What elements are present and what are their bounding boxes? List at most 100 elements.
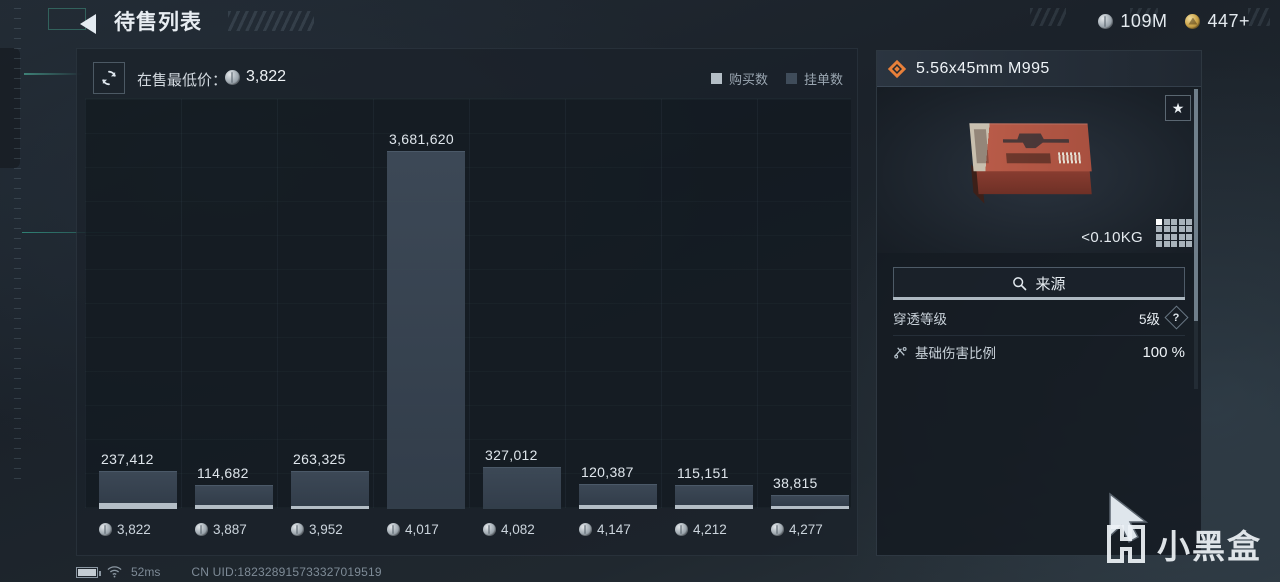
rail-tick (14, 438, 21, 439)
silver-coin-icon (771, 523, 784, 536)
chart-price-tick-label: 4,277 (789, 522, 823, 537)
left-decoration-rail (0, 0, 162, 582)
grid-cell (1178, 241, 1185, 247)
rail-tick (14, 298, 21, 299)
currency-silver[interactable]: 109M (1098, 11, 1167, 32)
grid-cell (1163, 226, 1170, 232)
back-button[interactable] (76, 12, 102, 36)
chart-bar-purchase-segment (195, 505, 273, 509)
damage-icon (894, 346, 907, 359)
chart-legend: 购买数 挂单数 (710, 69, 843, 88)
chart-price-tick-label: 4,212 (693, 522, 727, 537)
silver-amount: 109M (1120, 10, 1168, 31)
chart-bar-value-label: 120,387 (581, 464, 634, 480)
chart-bar-purchase-segment (771, 506, 849, 509)
help-button[interactable]: ? (1164, 305, 1189, 330)
item-image: ★ <0.10KG (877, 87, 1201, 253)
grid-cell (1186, 218, 1192, 225)
item-detail-panel: 5.56x45mm M995 ★ <0.10KG (876, 50, 1202, 556)
chart-bar-listing-segment (483, 467, 561, 509)
rail-tick (14, 428, 21, 429)
item-stats-body: 来源 穿透等级 5级 ? 基础伤害比例 (877, 267, 1201, 362)
refresh-icon (102, 70, 116, 86)
inventory-grid-icon (1156, 218, 1192, 247)
chart-bar[interactable]: 3,681,620 (387, 131, 465, 509)
chart-bar[interactable]: 120,387 (579, 464, 657, 509)
rail-tick (14, 218, 21, 219)
lowest-price-value: 3,822 (225, 68, 286, 86)
chart-bar[interactable]: 115,151 (675, 465, 753, 509)
status-bar: 52ms CN UID:182328915733327019519 (76, 565, 382, 579)
silver-coin-icon (291, 523, 304, 536)
grid-cell (1178, 218, 1185, 225)
rail-tick (14, 408, 21, 409)
chart-price-tick: 4,147 (579, 522, 657, 537)
chart-bar-listing-segment (195, 485, 273, 505)
ping-value: 52ms (131, 565, 161, 579)
currency-hatch-right (1248, 8, 1270, 26)
chart-price-tick-label: 4,017 (405, 522, 439, 537)
ammo-box-gun-graphic (1002, 133, 1069, 148)
rail-tick (14, 458, 21, 459)
legend-item-purchase[interactable]: 购买数 (710, 69, 768, 88)
rail-glow-line-2 (24, 73, 84, 75)
chart-price-tick: 4,017 (387, 522, 465, 537)
silver-coin-icon (1098, 13, 1114, 29)
currency-bar: 109M 447+ (1098, 8, 1250, 34)
chart-bar[interactable]: 38,815 (771, 475, 849, 509)
chart-price-tick: 4,082 (483, 522, 561, 537)
favorite-button[interactable]: ★ (1165, 95, 1191, 121)
chart-bar[interactable]: 327,012 (483, 447, 561, 509)
rail-tick (14, 188, 21, 189)
chart-bar-value-label: 327,012 (485, 447, 538, 463)
legend-item-listing[interactable]: 挂单数 (785, 69, 843, 88)
panel-scrollbar[interactable] (1194, 89, 1198, 389)
rail-blob (0, 48, 20, 168)
title-hatch-decoration (228, 11, 314, 31)
chart-bar[interactable]: 263,325 (291, 451, 369, 509)
stat-penetration-label: 穿透等级 (893, 311, 947, 327)
chart-bar[interactable]: 114,682 (195, 465, 273, 509)
rail-tick (14, 48, 21, 49)
grid-cell (1163, 218, 1170, 225)
silver-coin-icon (483, 523, 496, 536)
chart-price-tick: 3,822 (99, 522, 177, 537)
back-arrow-icon (80, 14, 96, 34)
chart-toolbar: 在售最低价： 3,822 购买数 挂单数 (77, 49, 857, 105)
chart-price-tick: 4,212 (675, 522, 753, 537)
rail-tick (14, 128, 21, 129)
rail-tick (14, 398, 21, 399)
chart-bar-purchase-segment (291, 506, 369, 509)
chart-bar[interactable]: 237,412 (99, 451, 177, 509)
uid-text: CN UID:182328915733327019519 (191, 565, 382, 579)
silver-coin-icon (195, 523, 208, 536)
rail-tick (14, 478, 21, 479)
grid-cell (1186, 233, 1192, 240)
rail-tick (14, 108, 21, 109)
base-damage-meter (893, 297, 1185, 300)
source-button[interactable]: 来源 (893, 267, 1185, 300)
grid-cell (1163, 233, 1170, 240)
stat-base-damage-label: 基础伤害比例 (915, 346, 996, 361)
chart-bars: 237,412 114,682 263,325 3,681,620 327,012 120… (85, 99, 851, 509)
chart-bar-value-label: 3,681,620 (389, 131, 454, 147)
rail-tick (14, 68, 21, 69)
rail-tick (14, 308, 21, 309)
chart-price-tick-label: 4,147 (597, 522, 631, 537)
rail-tick (14, 78, 21, 79)
chart-price-tick: 3,887 (195, 522, 273, 537)
gold-coin-icon (1185, 13, 1201, 29)
item-weight: <0.10KG (1081, 229, 1143, 246)
page-title: 待售列表 (114, 11, 202, 34)
chart-price-tick-label: 3,952 (309, 522, 343, 537)
stat-penetration: 穿透等级 5级 ? (893, 300, 1189, 336)
legend-swatch-purchase (710, 73, 722, 84)
rail-tick (14, 258, 21, 259)
chart-bar-purchase-segment (579, 505, 657, 509)
ammo-box-top (969, 123, 1092, 172)
silver-coin-icon (225, 69, 240, 85)
watermark: 小黑盒 (1105, 520, 1262, 568)
rail-tick (14, 388, 21, 389)
refresh-button[interactable] (93, 62, 125, 94)
currency-gold[interactable]: 447+ (1185, 11, 1250, 32)
